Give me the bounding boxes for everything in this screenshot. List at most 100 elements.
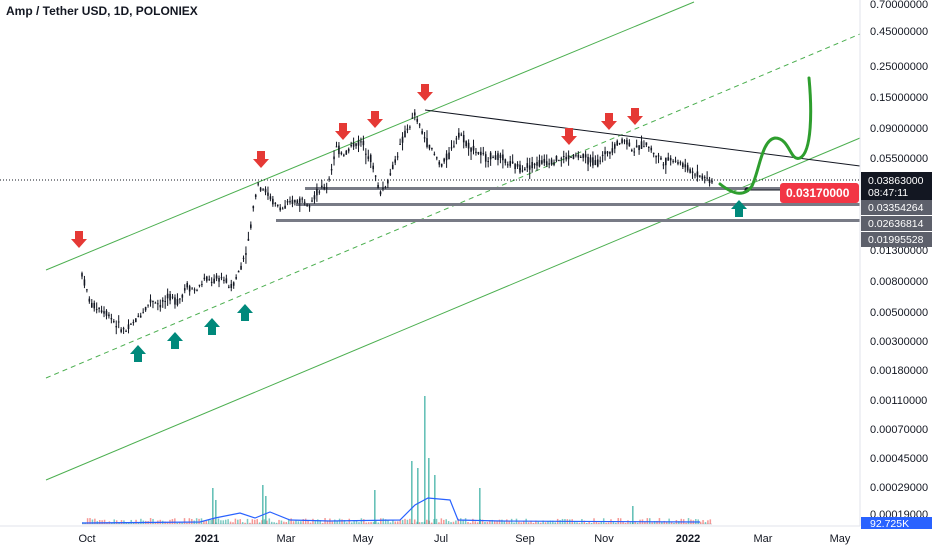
volume-bar (113, 519, 115, 524)
volume-bar (462, 519, 464, 524)
volume-bar (615, 522, 617, 524)
candle (475, 151, 477, 153)
buy-arrow (731, 200, 747, 217)
price-tick-label: 0.15000000 (870, 92, 928, 104)
candle (416, 118, 419, 122)
candle (584, 154, 587, 158)
candle (281, 208, 284, 210)
candle (662, 164, 665, 166)
volume-bar (438, 522, 440, 524)
volume-bar (607, 522, 610, 524)
buy-arrow (130, 345, 146, 362)
candle (355, 143, 357, 146)
candle (667, 157, 670, 161)
time-tick-label: Sep (515, 533, 535, 545)
candle (103, 311, 105, 314)
price-tick-label: 0.00029000 (870, 482, 928, 494)
candle (635, 145, 638, 148)
support-band (296, 203, 860, 206)
candle (601, 154, 604, 156)
buy-arrow (167, 332, 183, 349)
volume-bar (624, 522, 627, 524)
candle (228, 286, 230, 288)
candle (108, 314, 110, 317)
candle (440, 163, 443, 167)
candle (382, 187, 384, 189)
candle (250, 224, 252, 228)
sell-arrow (253, 151, 269, 168)
candle (193, 289, 196, 291)
volume-bar (670, 521, 673, 524)
volume-bar (481, 519, 484, 524)
price-tick-label: 0.70000000 (870, 0, 928, 11)
candle (645, 142, 648, 146)
candle (555, 155, 558, 162)
volume-bar (649, 518, 651, 524)
price-tick-label: 0.45000000 (870, 26, 928, 38)
price-tick-label: 0.01300000 (870, 245, 928, 257)
volume-bar (605, 522, 607, 524)
volume-bar (464, 518, 467, 524)
volume-bar (195, 518, 198, 524)
candle (477, 151, 480, 154)
volume-bar (188, 518, 191, 524)
candle (232, 282, 235, 286)
volume-bar (358, 522, 360, 524)
resistance-trendline (424, 109, 861, 167)
candle (311, 200, 313, 202)
volume-bar (101, 520, 103, 524)
candle (125, 330, 127, 332)
support-band (305, 187, 781, 190)
volume-bar (440, 518, 443, 524)
candle (489, 152, 492, 160)
candle (179, 298, 181, 300)
volume-bar (350, 522, 353, 524)
candle (389, 173, 392, 175)
candle (406, 128, 409, 131)
candle (701, 175, 704, 180)
volume-bar (205, 520, 208, 524)
volume-bar (578, 522, 581, 524)
price-tick-label: 0.00300000 (870, 336, 928, 348)
candle (259, 187, 262, 191)
volume-bar (678, 521, 680, 524)
volume-bar (467, 522, 469, 524)
volume-bar (229, 521, 232, 524)
candle (391, 164, 394, 170)
volume-bar (292, 521, 295, 524)
volume-bar (254, 519, 256, 524)
candle (648, 146, 650, 149)
volume-bar (317, 519, 319, 524)
candle (130, 323, 132, 325)
candle (161, 300, 164, 302)
candle (679, 162, 682, 164)
candle (152, 300, 154, 302)
candle (201, 284, 203, 286)
candle (438, 161, 441, 165)
volume-bar (262, 485, 264, 524)
candle (536, 162, 538, 166)
volume-bar (687, 518, 690, 524)
price-tick-label: 0.00800000 (870, 276, 928, 288)
candle (553, 162, 555, 166)
candle (176, 299, 179, 305)
candle (677, 162, 679, 164)
candle (630, 149, 633, 151)
candle (220, 277, 223, 279)
volume-bar (527, 522, 530, 524)
candle (487, 161, 489, 163)
candle (699, 175, 701, 177)
candle (480, 151, 482, 156)
support-level-badge (861, 200, 932, 215)
volume-bar (595, 521, 598, 524)
volume-bar (222, 520, 225, 524)
candle (504, 159, 507, 164)
candle (294, 200, 296, 203)
volume-bar (513, 522, 515, 524)
volume-bar (496, 521, 498, 524)
volume-bar (428, 458, 430, 524)
candle (308, 206, 311, 208)
candle (296, 200, 299, 204)
volume-bar (401, 519, 404, 524)
